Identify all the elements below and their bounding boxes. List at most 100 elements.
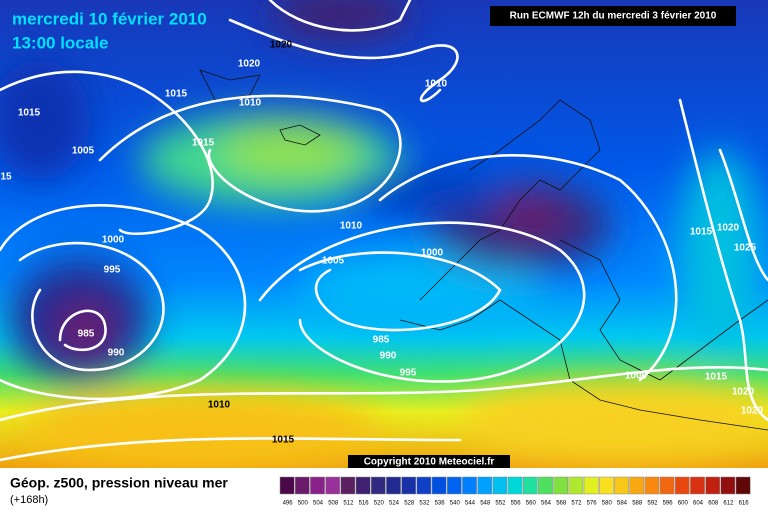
isobar-label: 1010: [425, 79, 448, 90]
scale-label: 596: [663, 501, 674, 507]
scale-label: 608: [708, 501, 719, 507]
isobar-labels: 1020 1020 1015 1010 1010 1015 1015 1005 …: [0, 40, 763, 446]
forecast-date: mercredi 10 février 2010: [12, 9, 207, 28]
scale-label: 528: [404, 501, 415, 507]
scale-swatch: [735, 476, 751, 495]
scale-swatch: [598, 476, 614, 495]
scale-label: 512: [343, 501, 354, 507]
scale-swatch: [644, 476, 660, 495]
scale-swatch: [401, 476, 417, 495]
scale-label: 572: [571, 501, 582, 507]
scale-label: 516: [359, 501, 370, 507]
isobar-label: 995: [400, 368, 417, 379]
scale-swatch: [386, 476, 401, 495]
isobar-label: 1025: [734, 243, 757, 254]
scale-label: 588: [632, 501, 643, 507]
isobar-label: 1000: [102, 235, 125, 246]
isobar-label: 1015: [690, 227, 713, 238]
scale-swatch: [507, 476, 523, 495]
scale-label: 552: [495, 501, 506, 507]
scale-swatch: [310, 476, 325, 495]
scale-label: 592: [647, 501, 658, 507]
isobar-label: 1020: [741, 406, 764, 417]
scale-swatch: [720, 476, 736, 495]
isobar-label: 1010: [208, 400, 231, 411]
scale-swatch: [446, 476, 462, 495]
isobar-label: 1000: [421, 248, 444, 259]
scale-swatch: [294, 476, 310, 495]
scale-label: 508: [328, 501, 339, 507]
scale-swatch: [370, 476, 386, 495]
isobar-label: 1005: [72, 146, 95, 157]
scale-label: 504: [313, 501, 324, 507]
scale-label: 600: [678, 501, 689, 507]
scale-swatch: [568, 476, 584, 495]
scale-swatch: [340, 476, 356, 495]
field: [0, 0, 768, 468]
isobar-label: 1000: [625, 371, 648, 382]
scale-label: 544: [465, 501, 476, 507]
isobar-label: 1020: [732, 387, 755, 398]
scale-label: 524: [389, 501, 400, 507]
isobar-label: 15: [0, 172, 12, 183]
scale-swatch: [705, 476, 721, 495]
isobar-label: 1020: [238, 59, 261, 70]
legend-subtitle: (+168h): [10, 494, 48, 506]
isobar-label: 1015: [165, 89, 188, 100]
isobar-label: 985: [373, 335, 390, 346]
scale-label: 580: [602, 501, 613, 507]
scale-label: 576: [587, 501, 598, 507]
isobar-label: 995: [104, 265, 121, 276]
scale-label: 532: [419, 501, 430, 507]
scale-label: 536: [435, 501, 446, 507]
scale-label: 500: [298, 501, 309, 507]
legend-title: Géop. z500, pression niveau mer: [10, 475, 228, 491]
scale-label: 568: [556, 501, 567, 507]
run-info: Run ECMWF 12h du mercredi 3 février 2010: [510, 11, 717, 22]
scale-label: 584: [617, 501, 628, 507]
scale-label: 520: [374, 501, 385, 507]
isobar-label: 990: [380, 351, 397, 362]
copyright-box: [348, 455, 510, 468]
scale-swatch: [416, 476, 432, 495]
scale-label: 616: [739, 501, 750, 507]
scale-swatch: [355, 476, 371, 495]
scale-label: 548: [480, 501, 491, 507]
scale-swatch: [614, 476, 629, 495]
run-box: [490, 6, 736, 26]
scale-swatch: [629, 476, 645, 495]
scale-swatch: [522, 476, 538, 495]
isobar-label: 1015: [18, 108, 41, 119]
scale-swatch: [325, 476, 341, 495]
copyright: Copyright 2010 Meteociel.fr: [364, 457, 495, 468]
scale-label: 496: [283, 501, 294, 507]
scale-swatch: [431, 476, 447, 495]
isobar-label: 1015: [705, 372, 728, 383]
scale-label: 612: [723, 501, 734, 507]
forecast-time: 13:00 locale: [12, 33, 108, 52]
scale-swatch: [462, 476, 477, 495]
scale-swatch: [538, 476, 553, 495]
scale-swatch: [553, 476, 569, 495]
isobar-label: 990: [108, 348, 125, 359]
scale-label: 560: [526, 501, 537, 507]
scale-swatch: [492, 476, 508, 495]
scale-label: 564: [541, 501, 552, 507]
scale-label: 540: [450, 501, 461, 507]
scale-swatch: [674, 476, 690, 495]
scale-label: 556: [511, 501, 522, 507]
scale-swatch: [583, 476, 599, 495]
isobar-label: 985: [78, 329, 95, 340]
isobar-label: 1010: [340, 221, 363, 232]
isobar-label: 1005: [322, 256, 345, 267]
scale-swatch: [279, 476, 295, 495]
scale-swatch: [659, 476, 675, 495]
color-scale: 496 500 504 508 512 516 520 524 528 532 536 540 544 5…: [279, 476, 751, 507]
isobar-label: 1020: [270, 40, 293, 51]
isobar-label: 1010: [239, 98, 262, 109]
isobar-label: 1015: [272, 435, 295, 446]
scale-swatch: [690, 476, 705, 495]
scale-label: 604: [693, 501, 704, 507]
